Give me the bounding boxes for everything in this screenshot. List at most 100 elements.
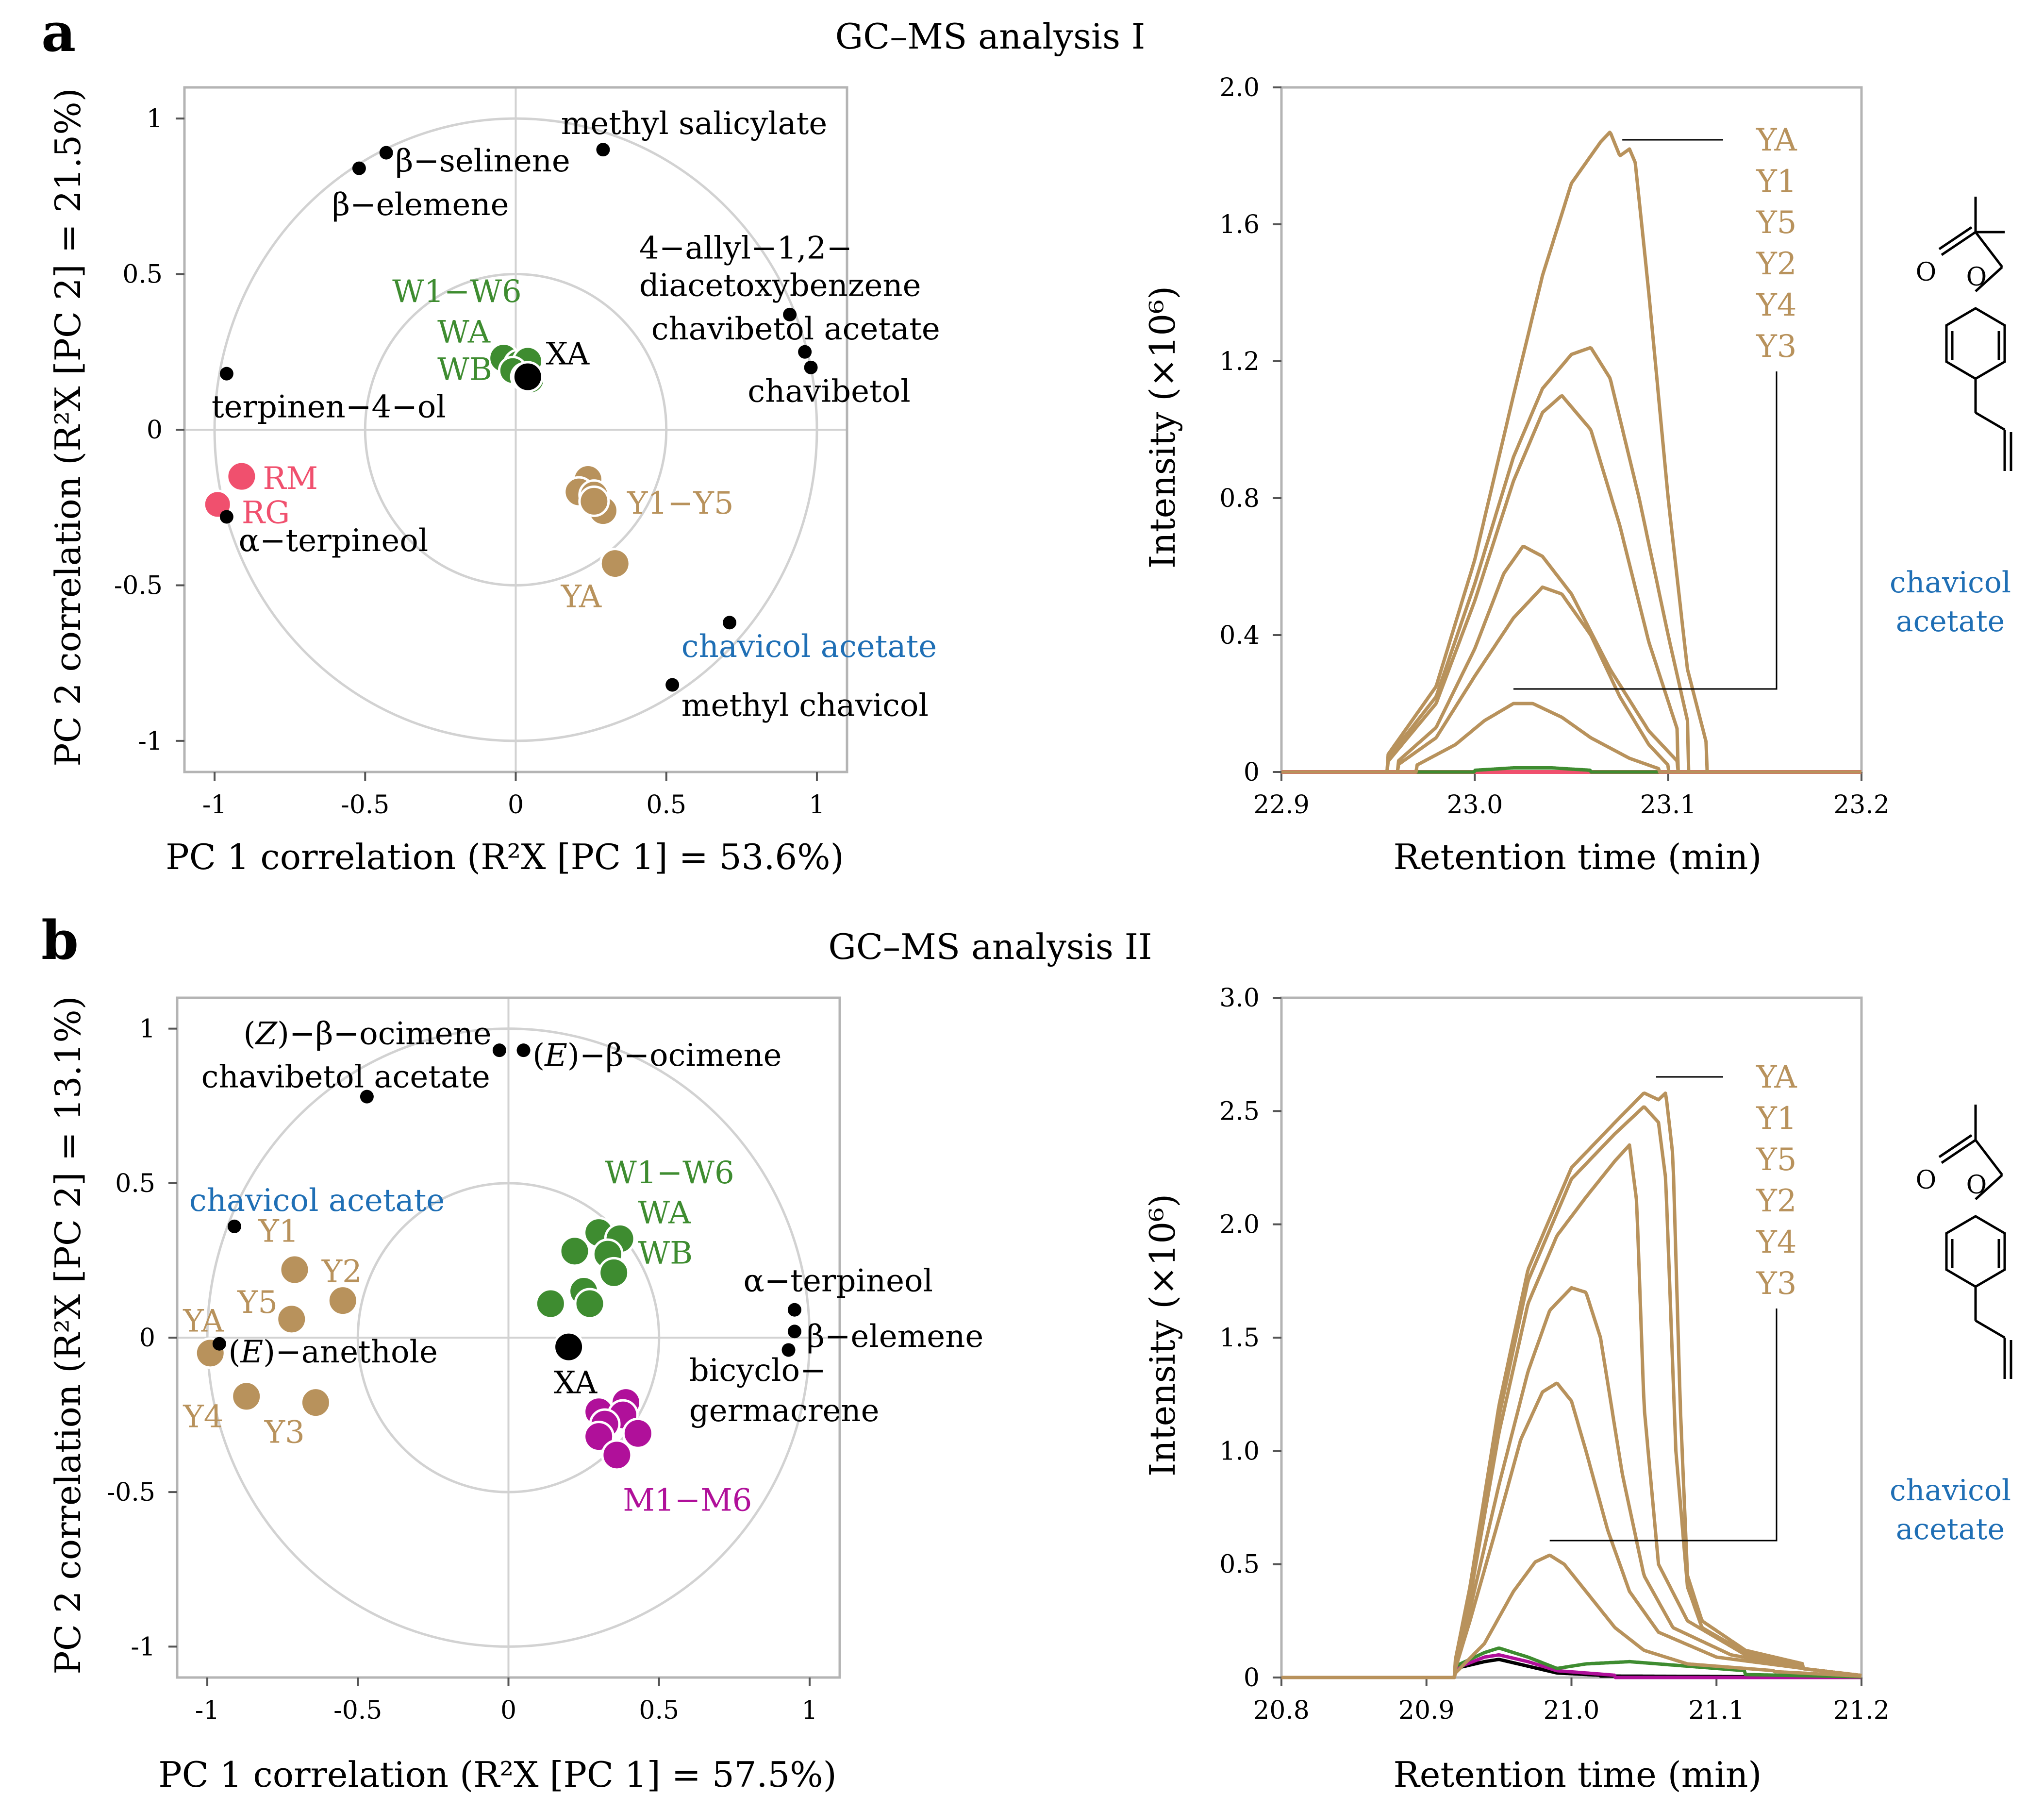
point-label: β−elemene [807,1319,984,1355]
point-label: chavibetol acetate [201,1059,490,1095]
x-tick-label: 22.9 [1253,790,1310,820]
score-point [553,1331,585,1363]
x-tick-label: -0.5 [341,790,389,820]
loading-point [723,616,737,630]
loading-point [219,510,233,524]
correlation-circle [364,273,668,587]
y-tick-label: 1.0 [1219,1437,1260,1466]
y-tick-label: -0.5 [107,1478,155,1507]
score-point [231,1380,263,1412]
score-point [276,1303,308,1335]
point-label: WA [437,315,491,351]
x-tick-label: 0 [508,790,524,820]
panel-b-letter: b [41,909,79,972]
chromatogram-a: 22.9 23.0 23.1 23.2 0 0.4 0.8 1.2 1.6 2.0 YA Y1 Y5… [1142,73,1890,877]
y-tick-label: 2.5 [1219,1097,1260,1126]
point-label: W1−W6 [605,1155,734,1191]
x-tick-label: 21.2 [1833,1696,1890,1725]
point-label: WA [638,1195,691,1231]
loading-point [212,1337,226,1351]
x-tick-label: 0.5 [646,790,686,820]
point-label: α−terpineol [743,1263,933,1299]
y-axis-label: Intensity (×10⁶) [1142,1194,1183,1476]
point-label: M1−M6 [623,1482,752,1518]
point-label: YA [183,1303,224,1339]
legend-entry: Y1 [1756,164,1797,200]
y-tick-label: -1 [131,1632,155,1661]
point-label: chavibetol acetate [651,311,940,347]
x-tick-label: 20.9 [1398,1696,1455,1725]
compound-label-line1: chavicol [1890,566,2011,600]
legend-entry: Y1 [1756,1101,1797,1137]
loading-point [781,1343,796,1357]
point-label: RM [263,461,318,497]
point-label: (E)−β−ocimene [532,1038,781,1074]
chromatogram-trace [1280,394,1862,774]
y-tick-label: 2.0 [1219,73,1260,102]
loading-point [379,146,393,160]
loading-point [360,1090,374,1104]
point-label: XA [554,1365,598,1401]
compound-label-line2: acetate [1896,1512,2005,1546]
x-axis-label: Retention time (min) [1394,837,1762,877]
legend-entry: Y4 [1756,1225,1797,1260]
loading-point [352,161,366,175]
legend-entry: YA [1756,1059,1797,1095]
y-tick-label: 0.5 [1219,1550,1260,1579]
score-point [599,548,631,580]
loading-point [798,345,812,359]
x-axis-label: PC 1 correlation (R²X [PC 1] = 53.6%) [166,837,844,877]
loading-point [787,1303,801,1317]
point-label: W1−W6 [392,274,522,310]
point-label: WB [437,352,492,387]
oxygen-atom: O [1916,1166,1937,1195]
x-axis-label: PC 1 correlation (R²X [PC 1] = 57.5%) [158,1754,836,1795]
y-tick-label: 0 [1244,758,1260,787]
point-label: WB [638,1235,693,1271]
point-label: Y2 [321,1254,362,1290]
point-label: β−selinene [395,143,570,179]
legend-entry: Y2 [1756,246,1797,282]
loading-point [227,1219,241,1233]
score-point [601,1439,633,1471]
score-point [559,1235,591,1267]
panel-a-letter: a [41,1,76,64]
correlation-circle [213,117,818,742]
x-tick-label: 1 [809,790,825,820]
x-tick-label: 23.2 [1833,790,1890,820]
x-tick-label: 23.1 [1640,790,1696,820]
point-label: XA [546,336,590,372]
x-tick-label: -1 [202,790,227,820]
panel-b-title: GC–MS analysis II [828,926,1152,967]
chromatogram-trace [1280,1091,1862,1679]
x-axis-label: Retention time (min) [1394,1754,1762,1795]
loading-point [665,678,680,692]
y-tick-label: 1 [139,1015,155,1044]
point-label: germacrene [689,1393,880,1429]
chromatogram-trace [1280,702,1862,774]
x-tick-label: -1 [195,1696,220,1725]
chromatogram-trace [1280,585,1862,774]
legend-entry: Y4 [1756,287,1797,323]
legend-entry: Y5 [1756,1142,1797,1178]
x-tick-label: 21.1 [1688,1696,1745,1725]
loading-point [787,1325,801,1339]
point-label: (Z)−β−ocimene [244,1016,492,1052]
point-label: (E)−anethole [228,1334,437,1370]
point-label: α−terpineol [239,523,429,559]
chromatogram-b: 20.8 20.9 21.0 21.1 21.2 0 0.5 1.0 1.5 2.0 2.5 3.0… [1142,984,1890,1795]
y-tick-label: -1 [138,727,163,756]
score-point [226,460,258,492]
point-label: chavicol acetate [189,1183,445,1219]
score-point [327,1285,359,1317]
loading-point [516,1043,531,1057]
y-tick-label: 0.8 [1219,484,1260,513]
point-label: YA [561,579,602,615]
legend-entry: Y3 [1756,329,1797,365]
score-point [622,1417,654,1449]
x-tick-label: 0.5 [639,1696,679,1725]
x-tick-label: 1 [801,1696,817,1725]
point-label: bicyclo− [689,1353,826,1389]
point-label: chavibetol [748,373,910,409]
